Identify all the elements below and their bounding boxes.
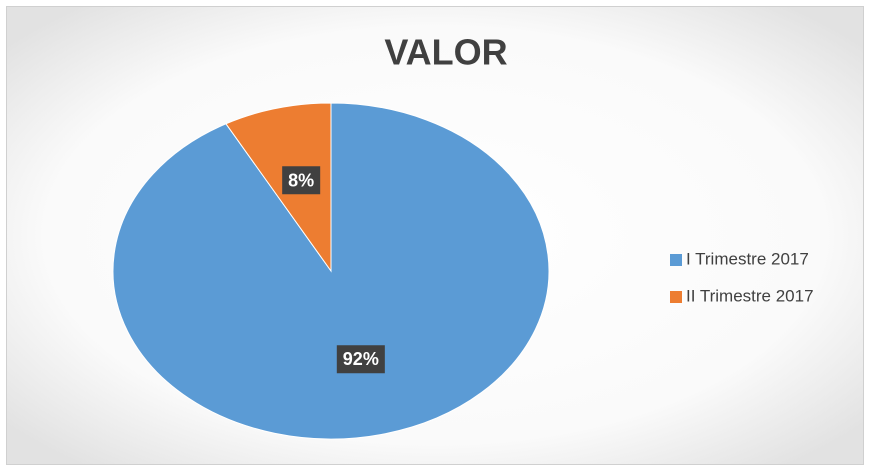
pie-slice — [225, 102, 332, 273]
data-label-box — [336, 345, 385, 374]
chart-title: VALOR — [384, 32, 507, 73]
data-label: 92% — [343, 349, 379, 369]
data-label-box — [282, 166, 321, 195]
data-label: 8% — [288, 170, 314, 190]
legend-label: I Trimestre 2017 — [686, 249, 809, 268]
legend-swatch — [670, 254, 682, 266]
legend-label: II Trimestre 2017 — [686, 286, 814, 305]
legend-swatch — [670, 291, 682, 303]
